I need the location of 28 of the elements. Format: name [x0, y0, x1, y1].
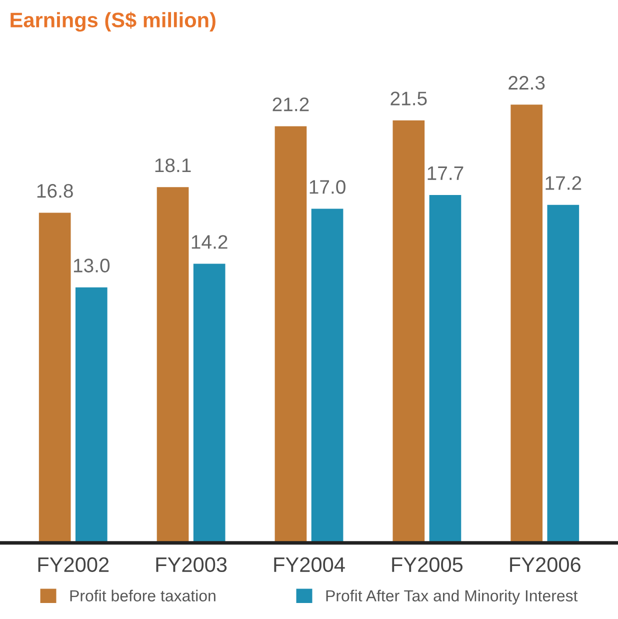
data-label: 21.5 [390, 92, 427, 106]
legend-label: Profit After Tax and Minority Interest [326, 590, 578, 605]
x-tick-label: FY2002 [38, 557, 109, 572]
data-label: 17.7 [428, 166, 464, 180]
bar [392, 120, 425, 543]
data-label: 18.1 [155, 158, 191, 172]
chart-title: Earnings (S$ million) [10, 12, 216, 32]
x-tick-label: FY2006 [510, 557, 580, 572]
bar [156, 187, 189, 543]
data-label: 17.2 [546, 176, 582, 190]
bar [429, 195, 462, 543]
data-label: 17.0 [310, 180, 346, 194]
bar [274, 126, 307, 543]
x-tick-label: FY2003 [156, 557, 227, 572]
legend-label: Profit before taxation [70, 590, 216, 602]
bar [75, 287, 108, 543]
bar [547, 204, 580, 543]
data-label: 22.3 [508, 76, 545, 90]
data-label: 14.2 [192, 235, 228, 249]
bar [193, 264, 226, 543]
x-tick-label: FY2005 [392, 557, 463, 572]
bar [510, 104, 543, 543]
data-label: 13.0 [74, 258, 110, 272]
bar [38, 212, 71, 543]
x-tick-label: FY2004 [274, 557, 345, 572]
data-label: 21.2 [272, 98, 309, 112]
data-label: 16.8 [37, 184, 73, 198]
bar [311, 208, 344, 543]
